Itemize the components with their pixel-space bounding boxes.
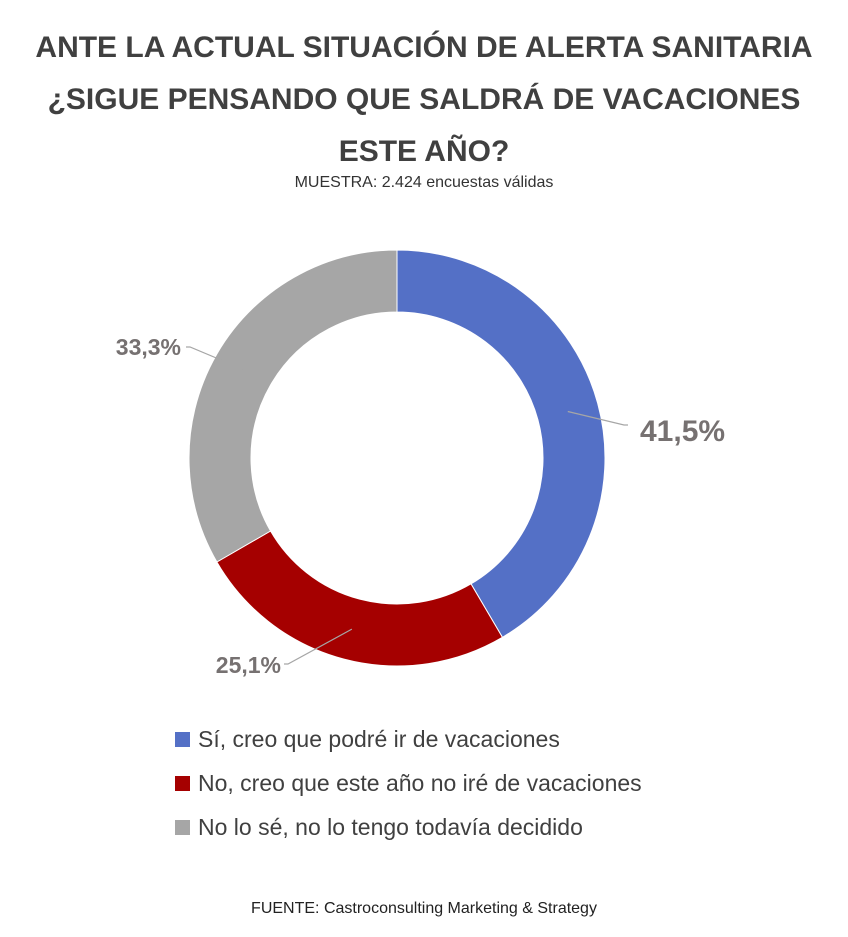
data-label-yes: 41,5% [640, 415, 725, 448]
legend-swatch-undecided [175, 819, 190, 835]
source-note: FUENTE: Castroconsulting Marketing & Str… [251, 900, 597, 917]
legend-item-yes: Sí, creo que podré ir de vacaciones [175, 717, 642, 761]
donut-slice-no [216, 530, 504, 667]
legend-item-no: No, creo que este año no iré de vacacion… [175, 761, 642, 805]
chart-subtitle: MUESTRA: 2.424 encuestas válidas [294, 174, 554, 191]
data-label-no: 25,1% [216, 652, 281, 678]
legend-label-no: No, creo que este año no iré de vacacion… [198, 769, 642, 796]
data-label-undecided: 33,3% [116, 334, 181, 360]
chart-legend: Sí, creo que podré ir de vacaciones No, … [175, 717, 642, 849]
title-line-2: ¿SIGUE PENSANDO QUE SALDRÁ DE VACACIONES [47, 83, 801, 116]
leader-line-undecided [186, 346, 244, 371]
leader-line-no [284, 628, 353, 665]
chart-title: ANTE LA ACTUAL SITUACIÓN DE ALERTA SANIT… [0, 22, 848, 178]
title-line-1: ANTE LA ACTUAL SITUACIÓN DE ALERTA SANIT… [35, 31, 813, 64]
legend-label-yes: Sí, creo que podré ir de vacaciones [198, 725, 560, 752]
legend-swatch-no [175, 775, 190, 791]
leader-line-yes [567, 410, 628, 426]
donut-slice-yes [396, 249, 606, 638]
legend-item-undecided: No lo sé, no lo tengo todavía decidido [175, 805, 642, 849]
donut-slice-undecided [188, 249, 398, 563]
legend-swatch-yes [175, 731, 190, 747]
legend-label-undecided: No lo sé, no lo tengo todavía decidido [198, 813, 583, 840]
title-line-3: ESTE AÑO? [338, 135, 510, 168]
